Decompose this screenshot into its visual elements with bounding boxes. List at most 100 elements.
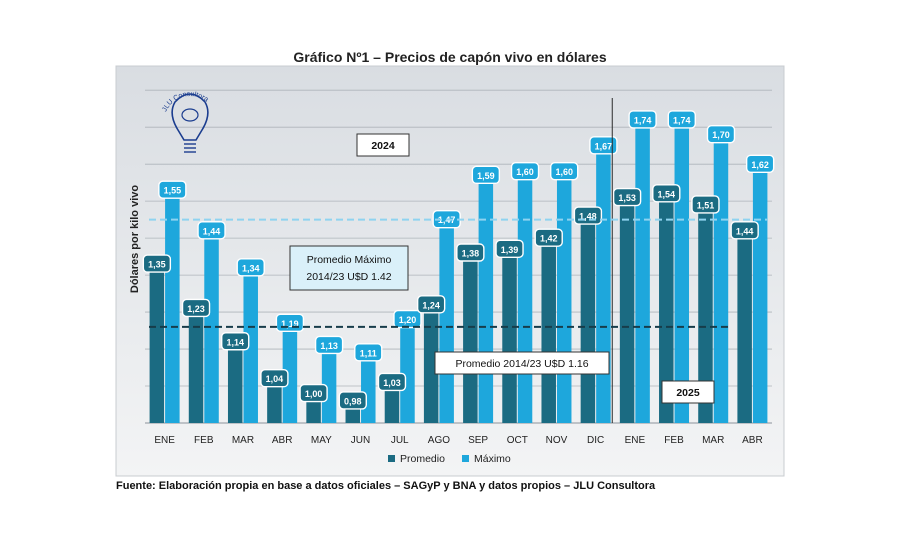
bar-maximo	[282, 315, 298, 423]
data-label-promedio: 1,48	[579, 212, 597, 222]
data-label-promedio: 1,38	[462, 249, 480, 259]
bar-promedio	[698, 197, 713, 423]
data-label-maximo: 1,74	[634, 115, 652, 125]
data-label-maximo: 1,74	[673, 115, 691, 125]
data-label-promedio: 0,98	[344, 396, 362, 406]
data-label-promedio-box	[377, 372, 407, 392]
data-label-promedio-box	[534, 228, 563, 247]
data-label-maximo: 1,55	[164, 186, 182, 196]
data-label-maximo-box	[158, 180, 187, 199]
data-label-maximo-box	[706, 124, 736, 144]
data-label-promedio: 1,42	[540, 234, 558, 244]
data-label-promedio-box	[142, 254, 172, 273]
legend-label-maximo: Máximo	[474, 453, 511, 465]
data-label-promedio-box	[260, 369, 289, 388]
bar-maximo	[204, 223, 219, 423]
bar-maximo	[243, 260, 258, 423]
bar-promedio	[423, 297, 439, 423]
data-label-maximo: 1,62	[751, 160, 769, 170]
y-axis-label: Dólares por kilo vivo	[129, 185, 141, 293]
bar-maximo	[321, 337, 337, 423]
data-label-maximo: 1,34	[242, 263, 260, 273]
data-label-maximo-box	[354, 343, 383, 362]
x-tick-label: JUL	[391, 435, 409, 446]
chart-title: Gráfico Nº1 – Precios de capón vivo en d…	[293, 49, 607, 65]
x-tick-label: ENE	[625, 435, 646, 446]
data-label-promedio-box	[730, 221, 759, 240]
data-label-promedio-box	[221, 332, 250, 351]
annotation-promedio: Promedio 2014/23 U$D 1.16	[455, 358, 588, 370]
data-label-promedio: 1,04	[266, 374, 284, 384]
data-label-maximo-box	[471, 165, 501, 185]
pig-logo-icon	[181, 108, 199, 122]
data-label-promedio: 1,24	[422, 300, 440, 310]
data-label-maximo: 1,59	[477, 171, 495, 181]
legend-swatch-promedio	[388, 455, 395, 462]
x-tick-label: MAR	[702, 435, 724, 446]
x-tick-label: ENE	[154, 435, 175, 446]
data-label-maximo-box	[510, 161, 540, 181]
data-label-promedio-box	[691, 195, 720, 214]
x-tick-label: ABR	[742, 435, 763, 446]
data-label-promedio-box	[456, 243, 485, 262]
data-label-promedio-box	[495, 239, 524, 259]
bar-maximo	[400, 312, 415, 423]
source-footer: Fuente: Elaboración propia en base a dat…	[116, 480, 656, 492]
bar-maximo	[713, 127, 729, 424]
x-tick-label: MAY	[311, 435, 332, 446]
x-tick-label: MAR	[232, 435, 254, 446]
bar-maximo	[439, 212, 454, 423]
data-label-promedio: 1,00	[305, 389, 323, 399]
data-label-maximo-box	[314, 335, 344, 355]
data-label-promedio: 1,54	[658, 189, 676, 199]
data-label-promedio: 1,03	[383, 378, 401, 388]
bar-promedio	[502, 241, 517, 423]
data-label-promedio: 1,44	[736, 226, 754, 236]
bulb-logo-icon	[171, 93, 209, 141]
bar-maximo	[165, 182, 180, 423]
bar-maximo	[596, 138, 611, 424]
x-tick-label: FEB	[194, 435, 214, 446]
data-label-maximo-box	[628, 110, 657, 129]
data-label-maximo: 1,19	[281, 319, 299, 329]
data-label-promedio-box	[416, 295, 446, 314]
data-label-maximo-box	[197, 221, 226, 240]
legend-swatch-maximo	[462, 455, 469, 462]
data-label-maximo: 1,70	[712, 130, 730, 140]
data-label-promedio-box	[612, 187, 642, 207]
data-label-maximo-box	[589, 136, 618, 155]
data-label-promedio: 1,35	[148, 260, 166, 270]
data-label-promedio-box	[181, 298, 211, 318]
data-label-maximo: 1,60	[516, 167, 534, 177]
year-label-2024: 2024	[371, 140, 395, 152]
x-tick-label: AGO	[428, 435, 450, 446]
year-box-2025	[661, 380, 715, 404]
legend-label-promedio: Promedio	[400, 453, 445, 465]
bar-promedio	[619, 190, 635, 423]
data-label-maximo: 1,60	[555, 167, 573, 177]
year-box-2024	[356, 133, 410, 157]
data-label-maximo: 1,44	[203, 226, 221, 236]
data-label-promedio: 1,51	[697, 200, 715, 210]
data-label-maximo-box	[550, 161, 579, 181]
annotation-promedio-maximo-line1: Promedio Máximo	[307, 254, 392, 266]
data-label-maximo-box	[667, 110, 696, 129]
data-label-maximo-box	[236, 258, 265, 277]
bar-maximo	[635, 112, 650, 423]
bar-promedio	[659, 186, 674, 423]
x-tick-label: OCT	[507, 435, 528, 446]
x-tick-label: ABR	[272, 435, 293, 446]
x-tick-label: DIC	[587, 435, 604, 446]
data-label-promedio: 1,14	[226, 337, 244, 347]
data-label-promedio-box	[338, 391, 367, 410]
bar-promedio	[463, 245, 478, 423]
x-tick-label: FEB	[664, 435, 684, 446]
bar-maximo	[752, 156, 768, 423]
bar-promedio	[737, 223, 752, 423]
bar-maximo	[556, 164, 572, 424]
x-tick-label: SEP	[468, 435, 488, 446]
annotation-box-promedio	[434, 351, 610, 375]
bar-promedio	[227, 334, 243, 423]
bar-maximo	[478, 167, 494, 423]
